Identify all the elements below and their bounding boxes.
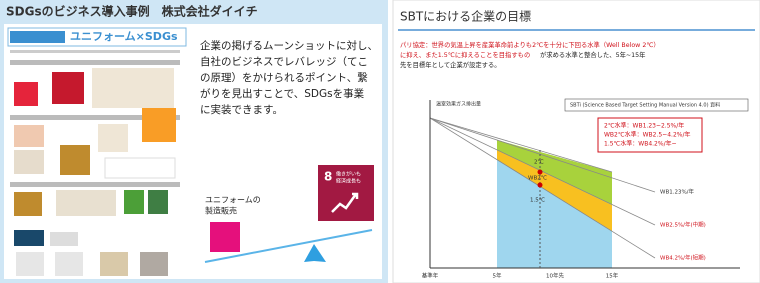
x-label: 5年 [493,272,502,280]
right-label: WB1.23%/年 [660,188,695,196]
x-label: 10年先 [546,272,564,280]
x-label: 基準年 [422,272,439,280]
slide-title: SBTにおける企業の目標 [400,9,531,24]
sdg-text: 働きがいも [336,171,361,178]
banner: ユニフォーム×SDGs [70,30,178,43]
intro-black: 先を目標年として企業が設定する。 [400,60,501,69]
shape [92,68,174,108]
slide-title: SDGsのビジネス導入事例 株式会社ダイイチ [6,4,258,19]
body-line: がりを見出すことで、SDGsを事業 [200,87,365,100]
shape [60,145,90,175]
shape [55,252,83,276]
shape [14,150,44,174]
source: SBTi (Science Based Target Setting Manua… [570,102,720,109]
right-label: WB4.2%/年(短期) [660,254,706,262]
intro-black: が求める水準と整合した、5年~15年 [540,50,645,59]
sdg-pink-tile [210,222,240,252]
body-line: の原理）をかけられるポイント、繋 [200,71,368,84]
shape [56,190,116,216]
body-line: 自社のビジネスでレバレッジ（てこ [200,55,368,68]
zone-label: 1.5℃ [530,197,545,204]
dot [538,183,543,188]
shape [105,158,175,178]
shape [50,232,78,246]
shape [100,252,128,276]
shape [148,190,168,214]
shape [52,72,84,104]
page: {"left_slide": { "title": "SDGsのビジネス導入事例… [0,0,760,283]
right-label: WB2.5%/年(中期) [660,221,706,229]
shape [142,108,176,142]
shape [98,124,128,152]
intro-red: に抑え、また1.5℃に抑えることを目指すもの [400,50,530,59]
zone-label: WB2℃ [528,175,547,182]
label: 製造販売 [205,206,237,216]
dot [538,170,543,175]
shape [10,60,180,65]
zone-label: 2℃ [534,159,544,166]
shape [124,190,144,214]
shape [10,182,180,187]
left-slide: SDGsのビジネス導入事例 株式会社ダイイチ ユニフォーム×SDGs [0,0,388,283]
level: 1.5℃水準：WB4.2%/年~ [604,140,677,148]
x-label: 15年 [606,272,619,280]
level: WB2℃水準：WB2.5~4.2%/年 [604,131,691,139]
body-line: に実装できます。 [200,103,283,116]
banner-logo [10,31,65,43]
sdg-number: 8 [324,170,332,184]
right-slide: SBTにおける企業の目標 パリ協定：世界の気温上昇を産業革命前よりも2℃を十分に… [393,0,760,283]
y-label: 温室効果ガス排出量 [436,101,481,108]
level: 2℃水準：WB1.23~2.5%/年 [604,122,684,130]
body-line: 企業の掲げるムーンショットに対し、 [200,39,378,52]
shape [16,252,44,276]
shape [14,192,42,216]
shape [14,230,44,246]
screenshot: SDGsのビジネス導入事例 株式会社ダイイチ ユニフォーム×SDGs [0,0,760,283]
shape [140,252,168,276]
shape [14,82,38,106]
shape [14,125,44,147]
text-placeholder [10,50,180,53]
intro-red: パリ協定：世界の気温上昇を産業革命前よりも2℃を十分に下回る水準（Well Be… [400,40,660,49]
sdg-text: 経済成長も [336,178,361,185]
label: ユニフォームの [205,196,261,205]
